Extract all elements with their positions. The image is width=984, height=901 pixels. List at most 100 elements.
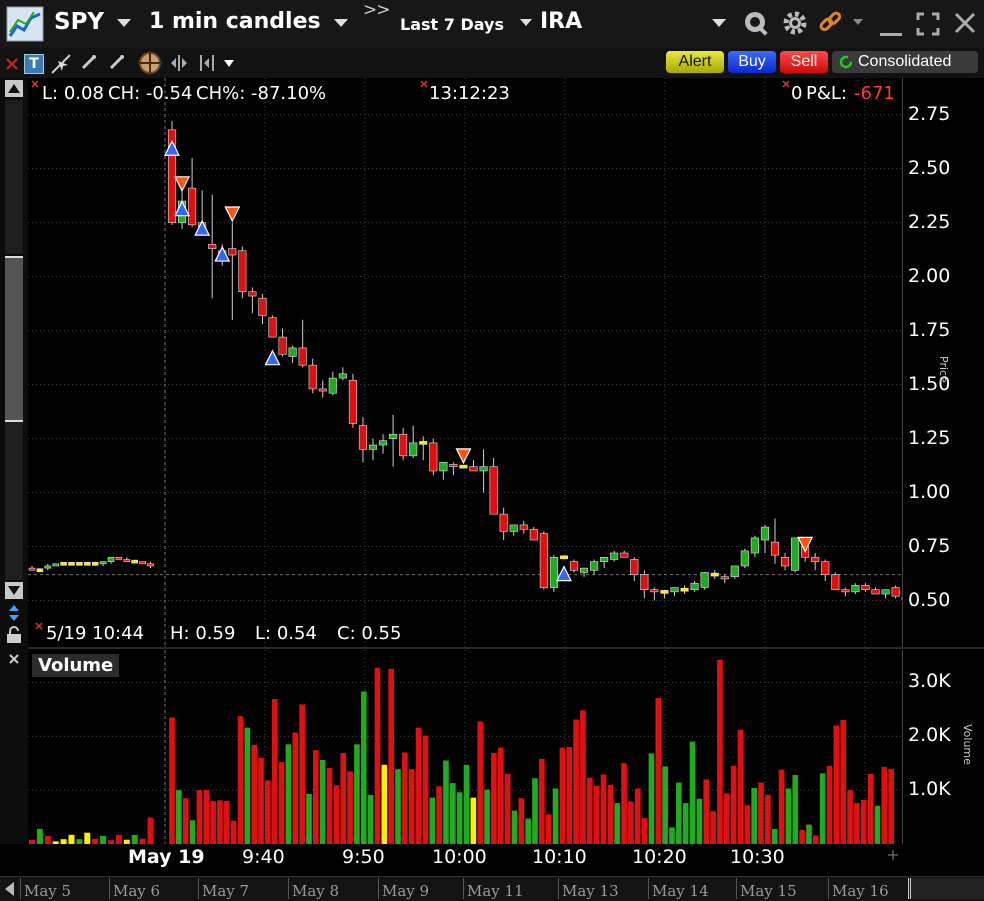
candle xyxy=(319,380,327,397)
consolidated-button[interactable]: Consolidated xyxy=(832,51,978,73)
scroll-down-button[interactable] xyxy=(5,582,23,599)
timeframe-dropdown-icon[interactable] xyxy=(334,19,348,27)
timeframe-label[interactable]: 1 min candles xyxy=(149,9,321,34)
trendline-tool-icon[interactable] xyxy=(50,53,72,75)
candle xyxy=(389,415,397,467)
account-label[interactable]: IRA xyxy=(540,9,582,34)
timeline-separator xyxy=(109,878,110,899)
zoom-fit-icon[interactable] xyxy=(198,54,218,72)
sell-marker-icon[interactable] xyxy=(798,537,812,551)
time-tick-label: 10:20 xyxy=(632,846,687,868)
sell-marker-icon[interactable] xyxy=(225,207,239,221)
minimize-icon[interactable] xyxy=(880,33,902,36)
candle xyxy=(249,287,257,313)
buy-marker-icon[interactable] xyxy=(175,202,189,216)
timeline-date-label[interactable]: May 9 xyxy=(382,882,429,900)
timeline-date-label[interactable]: May 16 xyxy=(832,882,889,900)
date-range-label[interactable]: Last 7 Days xyxy=(400,15,504,34)
sell-marker-icon[interactable] xyxy=(175,177,189,191)
timeline-date-label[interactable]: May 6 xyxy=(113,882,160,900)
link-icon[interactable] xyxy=(816,9,844,37)
expand-vertical-icon[interactable] xyxy=(5,604,23,622)
timeline-date-label[interactable]: May 11 xyxy=(467,882,524,900)
volume-bar xyxy=(649,753,655,844)
date-range-dropdown-icon[interactable] xyxy=(520,19,532,26)
candle xyxy=(791,538,799,573)
timeline-date-label[interactable]: May 8 xyxy=(292,882,339,900)
link-dropdown-icon[interactable] xyxy=(853,19,863,25)
chat-icon[interactable] xyxy=(742,10,770,38)
close-icon[interactable] xyxy=(954,12,976,34)
axis-corner-icon[interactable] xyxy=(888,850,898,860)
buy-marker-icon[interactable] xyxy=(195,221,209,235)
volume-bar xyxy=(279,762,285,844)
timeline-date-label[interactable]: May 15 xyxy=(740,882,797,900)
chart-app-icon[interactable] xyxy=(6,6,44,42)
buy-marker-icon[interactable] xyxy=(165,141,179,155)
volume-bar xyxy=(820,773,826,844)
price-chart[interactable] xyxy=(28,78,902,648)
zoom-horizontal-icon[interactable] xyxy=(170,54,188,72)
candle xyxy=(229,223,237,320)
volume-bar xyxy=(601,774,607,844)
panel-divider[interactable] xyxy=(28,647,984,649)
gear-icon[interactable] xyxy=(782,10,808,36)
buy-marker-icon[interactable] xyxy=(557,567,571,581)
volume-bar xyxy=(388,669,394,844)
sell-marker-icon[interactable] xyxy=(456,449,470,463)
volume-bar xyxy=(176,790,182,844)
volume-bar xyxy=(238,716,244,844)
symbol-dropdown-icon[interactable] xyxy=(117,19,131,27)
sell-button[interactable]: Sell xyxy=(780,51,828,73)
scroll-right-icon[interactable]: >> xyxy=(363,0,390,20)
price-tick-label: 1.75 xyxy=(908,319,950,341)
candle xyxy=(570,559,578,572)
close-ohlc-icon[interactable] xyxy=(35,622,43,630)
volume-bar xyxy=(69,835,75,844)
draw-tool-icon[interactable] xyxy=(80,53,98,71)
candle xyxy=(124,557,130,561)
candle xyxy=(399,428,407,460)
timeline-date-label[interactable]: May 7 xyxy=(202,882,249,900)
volume-chart[interactable] xyxy=(28,650,902,844)
timeline-window[interactable] xyxy=(908,878,984,899)
close-header-icon[interactable] xyxy=(31,80,39,88)
window-menu-icon[interactable] xyxy=(712,19,726,27)
candle xyxy=(289,346,297,363)
brush-tool-icon[interactable] xyxy=(108,53,126,71)
scroll-up-button[interactable] xyxy=(5,80,23,97)
candle xyxy=(721,575,729,584)
text-tool-icon[interactable]: T xyxy=(24,54,44,74)
tools-dropdown-icon[interactable] xyxy=(224,60,234,67)
timeline-left-icon[interactable] xyxy=(2,880,16,898)
volume-title: Volume xyxy=(32,654,119,677)
close-panel-icon[interactable] xyxy=(6,58,18,70)
volume-bar xyxy=(525,819,531,844)
volume-bar xyxy=(683,803,689,844)
volume-bar xyxy=(265,780,271,844)
close-pnl-icon[interactable] xyxy=(782,80,790,88)
close-time-icon[interactable] xyxy=(420,80,428,88)
candle xyxy=(309,359,317,394)
crosshair-icon[interactable] xyxy=(138,51,162,75)
close-volume-icon[interactable] xyxy=(9,654,19,664)
volume-bar xyxy=(621,763,627,844)
alert-button[interactable]: Alert xyxy=(666,51,724,73)
ohlc-close: C: 0.55 xyxy=(337,623,401,644)
timeline-date-label[interactable]: May 13 xyxy=(562,882,619,900)
timeline-separator xyxy=(378,878,379,899)
buy-marker-icon[interactable] xyxy=(266,351,280,365)
symbol-label[interactable]: SPY xyxy=(54,9,104,35)
buy-marker-icon[interactable] xyxy=(215,247,229,261)
candle xyxy=(168,121,176,225)
volume-bar xyxy=(292,732,298,844)
candle xyxy=(279,328,287,356)
price-scroll-thumb[interactable] xyxy=(5,256,23,422)
timeline-date-label[interactable]: May 5 xyxy=(24,882,71,900)
lock-icon[interactable] xyxy=(5,626,23,644)
time-tick-label: 9:50 xyxy=(342,846,385,868)
maximize-icon[interactable] xyxy=(916,12,940,36)
volume-bar xyxy=(888,769,894,844)
buy-button[interactable]: Buy xyxy=(728,51,776,73)
timeline-date-label[interactable]: May 14 xyxy=(652,882,709,900)
